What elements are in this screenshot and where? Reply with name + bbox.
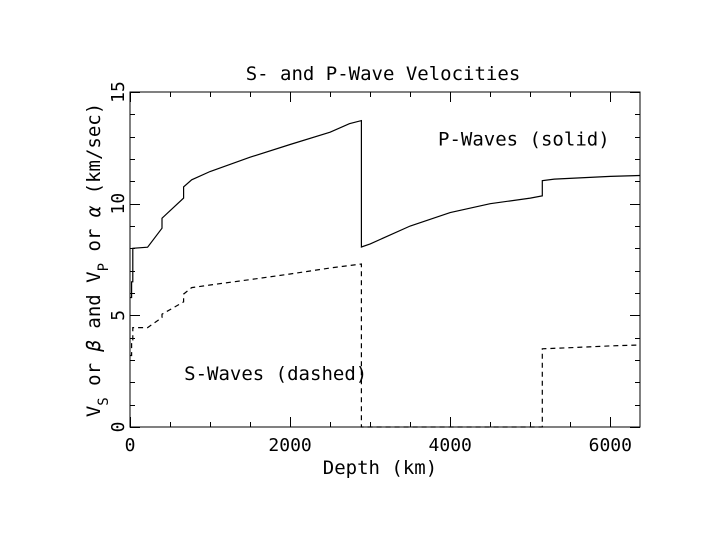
y-axis-label: VS or β and VP or α (km/sec)	[83, 103, 112, 417]
tick-marks	[130, 92, 640, 428]
y-label-and: and V	[83, 271, 105, 340]
s-wave-line	[130, 263, 641, 428]
x-tick-label: 2000	[268, 435, 311, 456]
y-tick-label: 0	[108, 422, 129, 433]
x-tick-label: 6000	[589, 435, 632, 456]
series-layer	[130, 119, 641, 428]
y-tick-labels: 0 5 10 15	[108, 81, 129, 432]
x-axis-label: Depth (km)	[323, 457, 437, 479]
annotation-label: S-Waves (dashed)	[184, 363, 367, 385]
plot-frame	[129, 91, 641, 428]
x-tick-labels: 0 2000 4000 6000	[125, 435, 632, 456]
chart-title: S- and P-Wave Velocities	[246, 63, 521, 85]
y-label-beta: β	[83, 340, 105, 353]
p-wave-line	[130, 119, 641, 299]
y-label-or1: or	[83, 352, 105, 398]
y-tick-label: 5	[108, 310, 129, 321]
y-label-vs: V	[83, 406, 105, 417]
annotation-layer: P-Waves (solid) S-Waves (dashed)	[184, 129, 609, 386]
y-label-or2: or	[83, 217, 105, 263]
y-label-alpha: α	[83, 205, 105, 217]
y-label-vp-sub: P	[96, 263, 112, 271]
y-tick-label: 10	[108, 193, 129, 215]
annotation-label: P-Waves (solid)	[438, 129, 610, 151]
x-tick-label: 0	[125, 435, 136, 456]
y-label-units: (km/sec)	[83, 103, 105, 206]
y-label-vs-sub: S	[96, 397, 112, 405]
y-tick-label: 15	[108, 81, 129, 103]
x-tick-label: 4000	[429, 435, 472, 456]
